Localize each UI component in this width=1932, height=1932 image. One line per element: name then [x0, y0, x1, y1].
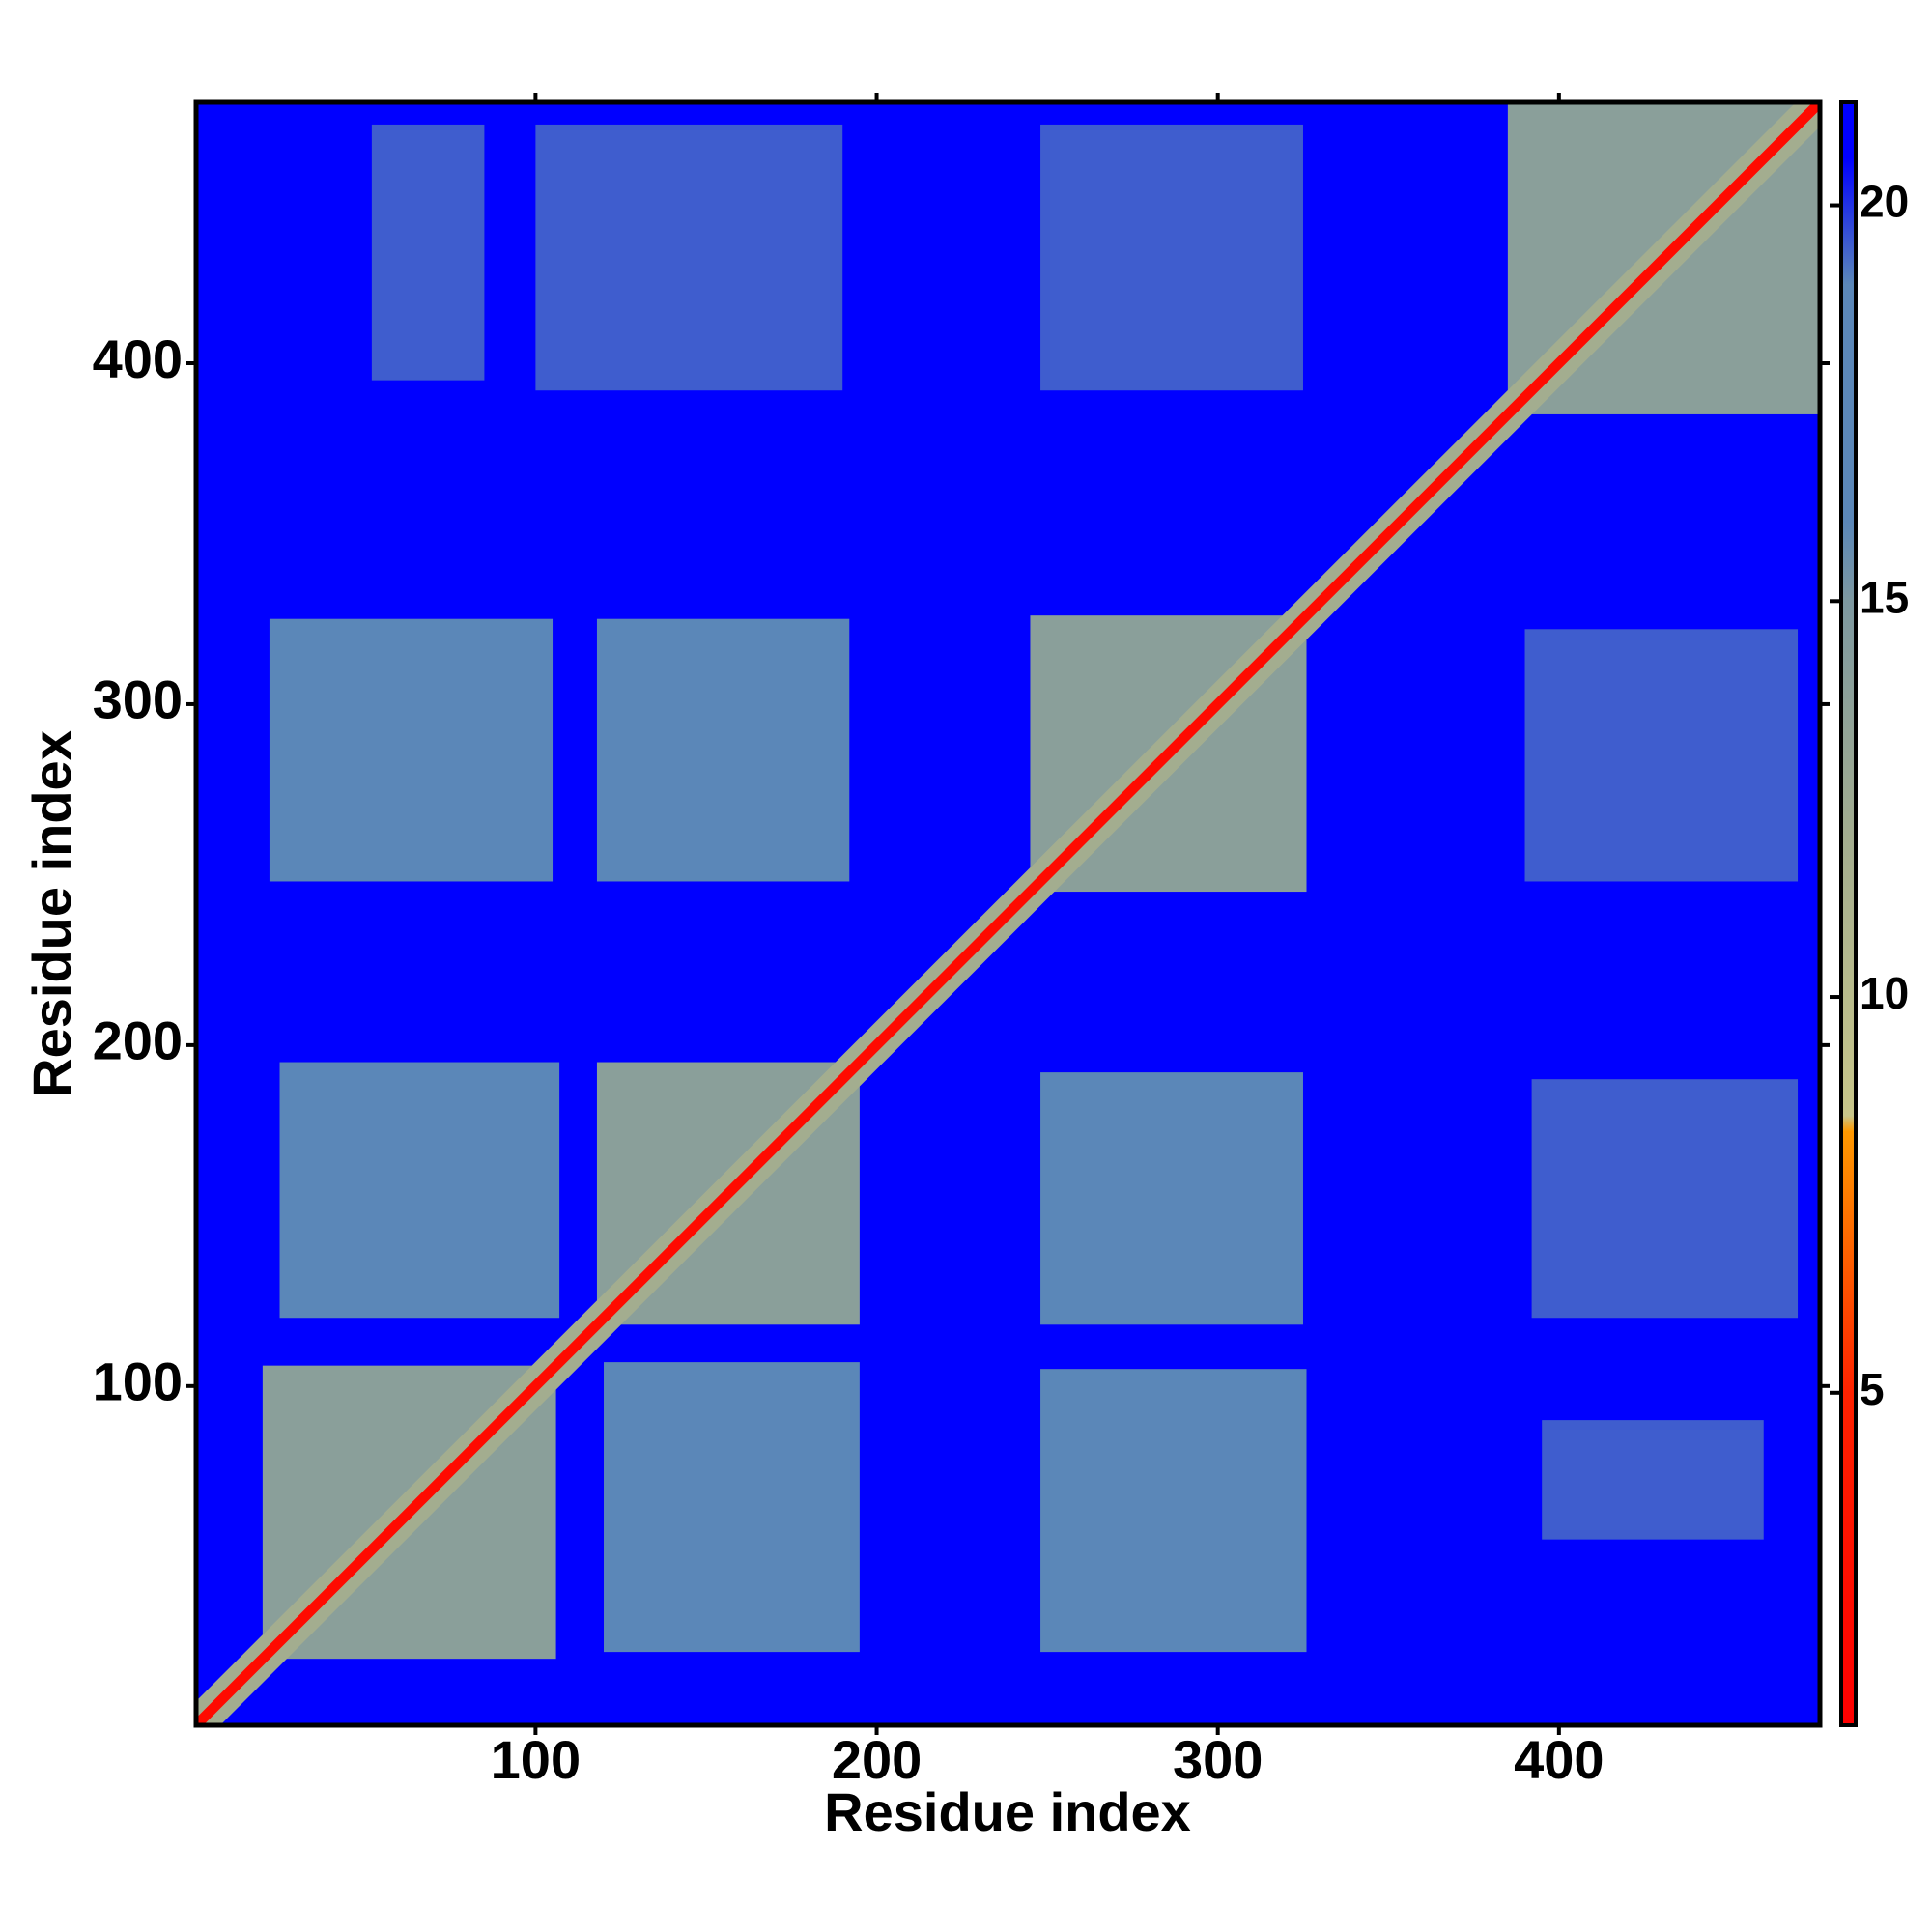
- heatmap: [196, 102, 1820, 1725]
- colorbar-tick-label: 15: [1860, 572, 1909, 622]
- y-axis-title: Residue index: [21, 730, 82, 1097]
- x-tick-label: 200: [832, 1729, 922, 1790]
- region-cell: [604, 1362, 860, 1653]
- colorbar-tick-label: 20: [1860, 177, 1909, 227]
- region-cell: [279, 1062, 560, 1319]
- y-tick-label: 100: [93, 1351, 183, 1412]
- region-cell: [371, 124, 485, 381]
- region-cell: [1040, 1072, 1303, 1325]
- colorbar-tick-label: 5: [1860, 1364, 1885, 1414]
- region-cell: [1531, 1079, 1799, 1319]
- region-cell: [1524, 629, 1799, 882]
- x-tick-label: 300: [1173, 1729, 1263, 1790]
- region-cell: [1040, 1369, 1307, 1653]
- region-cell: [269, 618, 554, 882]
- y-tick-label: 300: [93, 669, 183, 730]
- diagonal-band: [196, 102, 1820, 1725]
- region-cell: [596, 618, 850, 882]
- y-tick-label: 200: [93, 1010, 183, 1071]
- x-tick-label: 100: [491, 1729, 581, 1790]
- x-axis-title: Residue index: [824, 1781, 1191, 1842]
- region-cell: [535, 124, 843, 391]
- colorbar: [1839, 100, 1858, 1727]
- y-tick-label: 400: [93, 328, 183, 389]
- plot-frame: [193, 99, 1823, 1728]
- colorbar-tick-label: 10: [1860, 968, 1909, 1018]
- region-cell: [1040, 124, 1303, 391]
- x-tick-label: 400: [1514, 1729, 1604, 1790]
- region-cell: [1542, 1420, 1764, 1540]
